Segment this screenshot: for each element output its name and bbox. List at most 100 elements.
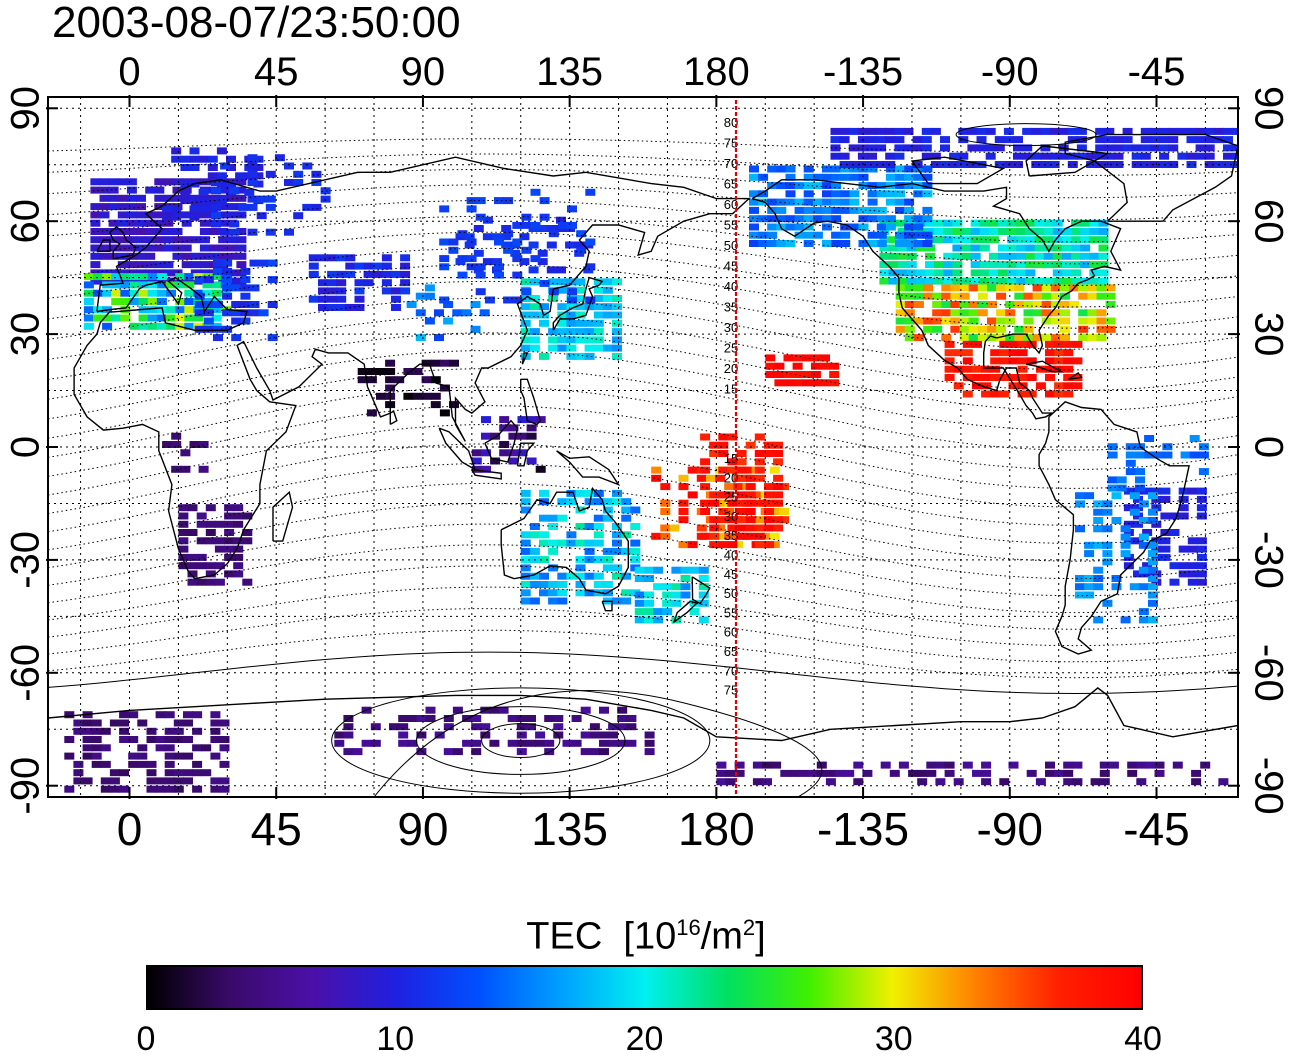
tec-cell bbox=[1148, 541, 1158, 549]
tec-cell bbox=[211, 187, 221, 195]
tec-cell bbox=[227, 194, 238, 202]
tec-cell bbox=[794, 198, 805, 206]
tec-cell bbox=[751, 491, 762, 499]
tec-cell bbox=[565, 241, 576, 249]
tec-cell bbox=[439, 255, 450, 263]
tec-cell bbox=[1034, 236, 1045, 244]
coastline bbox=[910, 156, 1006, 185]
tec-cell bbox=[1061, 261, 1072, 269]
tec-cell bbox=[1154, 769, 1165, 777]
tec-cell bbox=[529, 581, 540, 588]
tec-cell bbox=[575, 328, 586, 336]
tec-cell bbox=[227, 203, 238, 211]
tec-cell bbox=[520, 531, 531, 539]
tec-cell bbox=[857, 127, 868, 135]
tec-cell bbox=[758, 173, 769, 181]
tec-cell bbox=[776, 182, 787, 190]
tec-cell bbox=[162, 205, 173, 213]
tec-cell bbox=[1078, 284, 1089, 292]
tec-cell bbox=[154, 186, 165, 194]
tec-cell bbox=[136, 236, 146, 244]
tec-cell bbox=[136, 194, 146, 202]
tec-cell bbox=[822, 198, 832, 206]
tec-cell bbox=[249, 284, 260, 292]
tec-cell bbox=[102, 273, 113, 281]
tec-cell bbox=[529, 278, 540, 286]
tec-cell bbox=[320, 187, 331, 195]
coastline bbox=[672, 600, 699, 624]
tec-cell bbox=[678, 516, 689, 524]
tec-cell bbox=[1093, 583, 1104, 591]
tec-cell bbox=[175, 314, 186, 322]
tec-cell bbox=[1080, 252, 1091, 260]
tec-cell bbox=[1078, 325, 1089, 333]
tec-cell bbox=[1177, 127, 1188, 135]
tec-cell bbox=[769, 541, 780, 549]
tec-cell bbox=[164, 760, 175, 768]
tec-cell bbox=[1102, 541, 1113, 549]
tec-cell bbox=[930, 152, 941, 160]
tec-cell bbox=[196, 537, 207, 545]
tec-cell bbox=[1008, 382, 1019, 390]
tec-cell bbox=[932, 309, 943, 317]
tec-cell bbox=[1063, 390, 1074, 398]
tec-cell bbox=[1054, 390, 1065, 398]
tec-cell bbox=[953, 349, 964, 357]
tec-cell bbox=[443, 715, 454, 722]
tec-cell bbox=[439, 384, 450, 392]
tec-cell bbox=[913, 240, 924, 247]
tec-cell bbox=[612, 564, 622, 572]
tec-cell bbox=[575, 556, 586, 564]
tec-cell bbox=[173, 769, 184, 777]
tec-cell bbox=[575, 564, 586, 572]
tec-cell bbox=[136, 219, 146, 227]
tec-cell bbox=[998, 228, 1008, 235]
tec-cell bbox=[1098, 252, 1109, 260]
tec-cell bbox=[154, 178, 165, 186]
tec-cell bbox=[575, 286, 586, 294]
tec-cell bbox=[926, 769, 937, 777]
tec-cell bbox=[519, 258, 530, 266]
tec-cell bbox=[888, 236, 899, 244]
tec-cell bbox=[835, 769, 845, 777]
tec-cell bbox=[972, 769, 982, 777]
tec-cell bbox=[218, 236, 229, 244]
tec-cell bbox=[651, 474, 662, 482]
tec-cell bbox=[233, 520, 244, 528]
tec-cell bbox=[220, 228, 231, 236]
tec-cell bbox=[925, 269, 935, 277]
tec-cell bbox=[944, 349, 955, 357]
tec-cell bbox=[1050, 317, 1061, 325]
tec-cell bbox=[998, 261, 1008, 269]
tec-cell bbox=[1098, 219, 1109, 227]
tec-cell bbox=[671, 583, 682, 591]
tec-cell bbox=[602, 311, 613, 319]
tec-cell bbox=[724, 483, 735, 491]
tec-cell bbox=[867, 198, 878, 206]
tec-cell bbox=[213, 334, 223, 342]
tec-cell bbox=[90, 186, 101, 194]
tec-cell bbox=[736, 458, 747, 466]
tec-cell bbox=[807, 769, 818, 777]
tec-cell bbox=[1058, 152, 1069, 160]
tec-cell bbox=[970, 261, 981, 269]
tec-cell bbox=[913, 301, 924, 308]
tec-cell bbox=[612, 278, 622, 286]
tec-cell bbox=[972, 340, 982, 348]
tec-cell bbox=[548, 523, 559, 530]
tec-cell bbox=[181, 252, 192, 260]
tec-cell bbox=[660, 524, 671, 532]
tec-cell bbox=[145, 244, 156, 252]
tec-cell bbox=[366, 409, 377, 417]
tec-cell bbox=[999, 357, 1010, 365]
top-lon-label: 45 bbox=[254, 50, 299, 94]
tec-cell bbox=[930, 161, 941, 168]
tec-cell bbox=[1093, 517, 1104, 524]
tec-cell bbox=[904, 284, 915, 292]
tec-cell bbox=[539, 572, 549, 580]
tec-cell bbox=[709, 516, 720, 524]
tec-cell bbox=[736, 450, 747, 457]
tec-cell bbox=[175, 298, 186, 305]
tec-cell bbox=[548, 328, 559, 336]
tec-cell bbox=[895, 165, 905, 173]
